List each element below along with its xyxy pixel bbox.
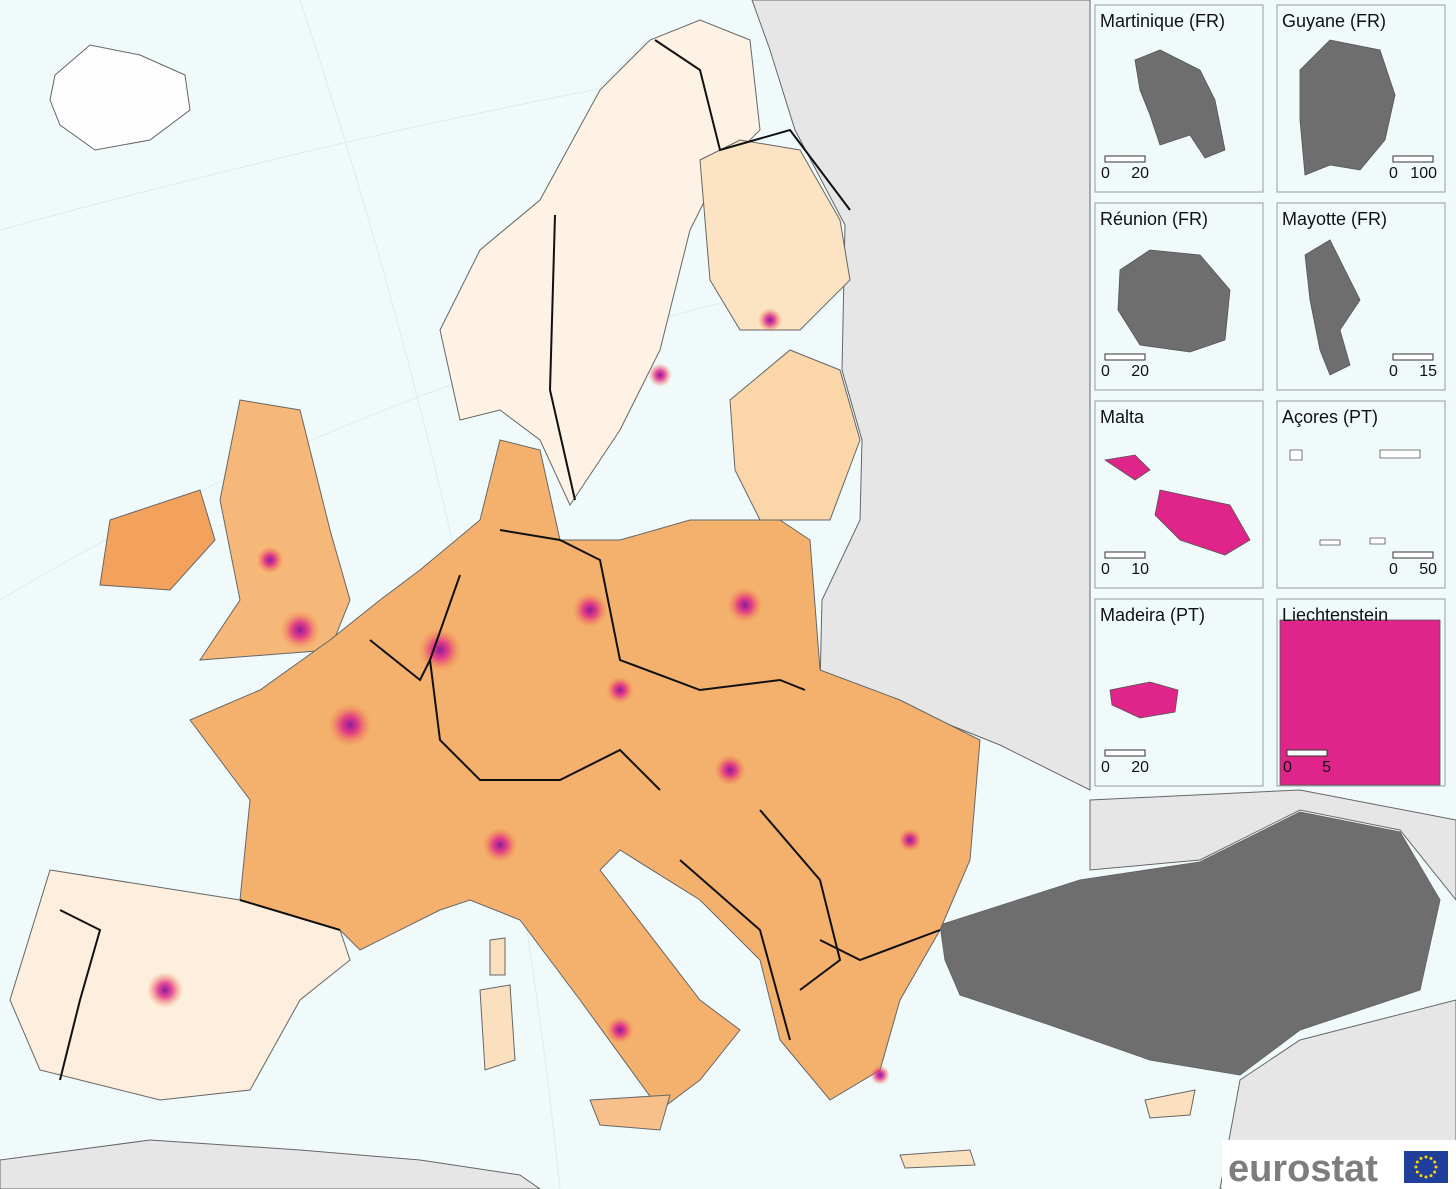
star xyxy=(1415,1170,1419,1174)
logo: eurostat xyxy=(1222,1140,1456,1189)
scale-bar xyxy=(1392,155,1434,163)
scale-end: 5 xyxy=(1322,759,1331,776)
star xyxy=(1433,1160,1437,1164)
scale-end: 100 xyxy=(1410,165,1437,182)
scale-start: 0 xyxy=(1283,759,1292,776)
star xyxy=(1424,1175,1428,1179)
star xyxy=(1433,1170,1437,1174)
scale-bar xyxy=(1104,155,1146,163)
inset-title: Liechtenstein xyxy=(1282,605,1388,625)
inset-land xyxy=(1117,249,1231,353)
inset-title: Guyane (FR) xyxy=(1282,11,1386,31)
star xyxy=(1434,1165,1438,1169)
inset-frame xyxy=(1276,202,1446,391)
scale-end: 20 xyxy=(1131,165,1149,182)
star xyxy=(1414,1165,1418,1169)
scale-start: 0 xyxy=(1101,561,1110,578)
scale-bar xyxy=(1392,551,1434,559)
eu-land xyxy=(9,19,1196,1169)
inset-title: Mayotte (FR) xyxy=(1282,209,1387,229)
turkey xyxy=(939,811,1441,1076)
star xyxy=(1415,1160,1419,1164)
inset-land xyxy=(1279,619,1441,786)
scale-bar xyxy=(1104,551,1146,559)
scale-end: 20 xyxy=(1131,759,1149,776)
scale-start: 0 xyxy=(1389,561,1398,578)
scale-start: 0 xyxy=(1101,165,1110,182)
star xyxy=(1424,1155,1428,1159)
inset-title: Martinique (FR) xyxy=(1100,11,1225,31)
scale-bar xyxy=(1286,749,1328,757)
scale-bar xyxy=(1104,353,1146,361)
scale-start: 0 xyxy=(1101,363,1110,380)
scale-bar xyxy=(1104,749,1146,757)
inset-land xyxy=(1109,681,1179,719)
logo-text: eurostat xyxy=(1228,1148,1378,1189)
inset-land xyxy=(1304,239,1361,376)
star xyxy=(1419,1156,1423,1160)
star xyxy=(1429,1174,1433,1178)
scale-start: 0 xyxy=(1389,165,1398,182)
borders xyxy=(59,39,941,1081)
iceland xyxy=(49,44,191,151)
eu-stars xyxy=(1414,1155,1438,1179)
scale-end: 10 xyxy=(1131,561,1149,578)
inset-land xyxy=(1134,49,1226,159)
scale-end: 20 xyxy=(1131,363,1149,380)
star xyxy=(1419,1174,1423,1178)
inset-title: Malta xyxy=(1100,407,1145,427)
inset-land xyxy=(1299,39,1396,176)
star xyxy=(1429,1156,1433,1160)
inset-land xyxy=(1103,454,1251,556)
scale-start: 0 xyxy=(1389,363,1398,380)
cities xyxy=(147,308,922,1085)
scale-end: 50 xyxy=(1419,561,1437,578)
inset-title: Açores (PT) xyxy=(1282,407,1378,427)
scale-start: 0 xyxy=(1101,759,1110,776)
inset-land xyxy=(1289,449,1421,546)
scale-bar xyxy=(1392,353,1434,361)
inset-frame xyxy=(1276,400,1446,589)
inset-title: Madeira (PT) xyxy=(1100,605,1205,625)
inset-title: Réunion (FR) xyxy=(1100,209,1208,229)
scale-end: 15 xyxy=(1419,363,1437,380)
